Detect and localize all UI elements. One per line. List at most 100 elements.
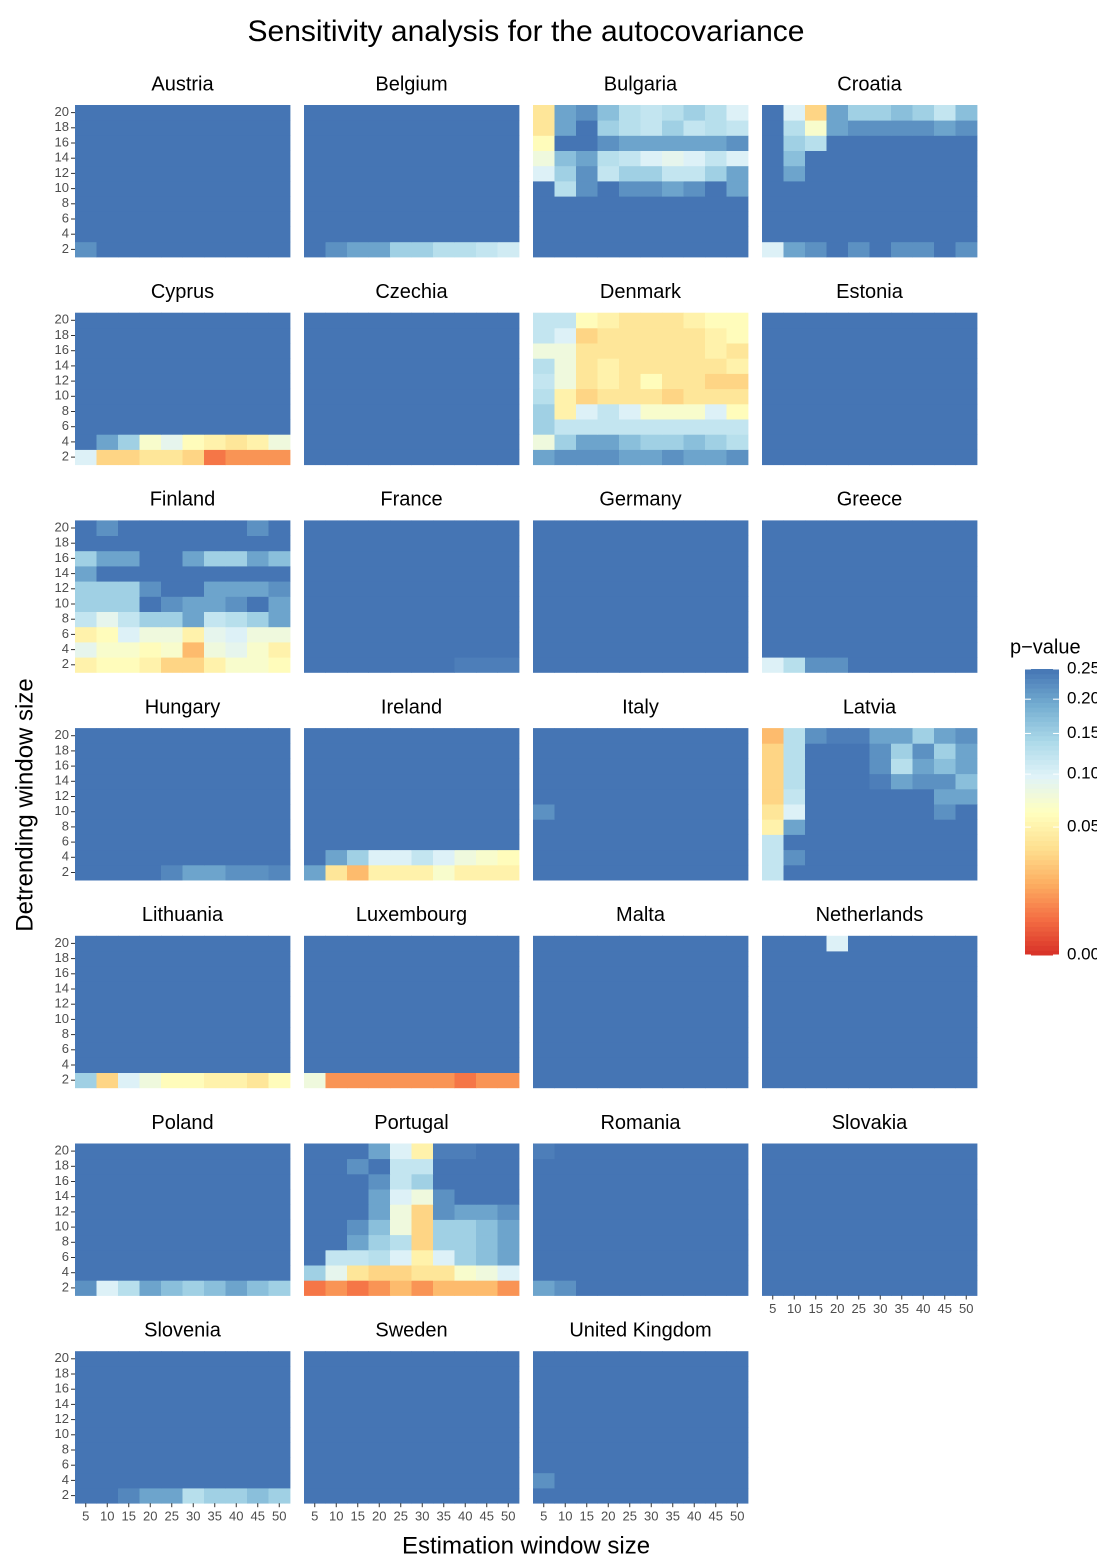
heat-cell: [533, 611, 555, 628]
heat-cell: [533, 996, 555, 1013]
heat-cell: [805, 358, 827, 374]
heat-cell: [347, 566, 369, 582]
colorbar-segment: [1025, 893, 1059, 899]
heat-cell: [934, 642, 956, 658]
heat-cell: [225, 1027, 248, 1043]
x-tick-label: 30: [415, 1509, 429, 1524]
heat-cell: [411, 388, 434, 405]
heat-cell: [411, 135, 434, 151]
heat-cell: [161, 241, 183, 258]
heat-cell: [433, 626, 455, 643]
heat-cell: [762, 743, 784, 759]
heat-cell: [368, 981, 391, 997]
heat-cell: [139, 626, 162, 643]
heat-cell: [619, 1396, 641, 1413]
heat-cell: [118, 1027, 140, 1043]
heat-cell: [304, 1412, 326, 1428]
heat-cell: [955, 343, 978, 359]
facet-label: Belgium: [375, 73, 447, 95]
heat-cell: [891, 1280, 913, 1296]
heat-cell: [891, 849, 913, 866]
heat-cell: [597, 1280, 620, 1296]
heat-cell: [118, 211, 140, 227]
heat-cell: [247, 981, 269, 997]
heat-cell: [139, 1042, 162, 1058]
heat-cell: [662, 1057, 684, 1073]
heat-cell: [805, 743, 827, 759]
heat-cell: [476, 626, 498, 643]
heat-cell: [576, 566, 598, 582]
heat-cell: [912, 773, 935, 790]
heat-cell: [497, 1189, 520, 1205]
heat-cell: [304, 834, 326, 851]
heat-cell: [869, 951, 892, 967]
heat-cell: [368, 1219, 391, 1236]
heat-cell: [304, 1189, 326, 1205]
heat-cell: [762, 834, 784, 851]
heat-cell: [204, 819, 226, 835]
heat-cell: [619, 1072, 641, 1089]
heat-cell: [433, 373, 455, 390]
heat-cell: [182, 343, 205, 359]
heat-cell: [161, 728, 183, 744]
heat-cell: [955, 419, 978, 435]
heat-cell: [304, 373, 326, 390]
heat-cell: [640, 966, 663, 982]
heat-cell: [161, 1057, 183, 1073]
heat-cell: [390, 1366, 412, 1382]
heat-cell: [869, 434, 892, 450]
heat-cell: [390, 1027, 412, 1043]
heat-cell: [934, 343, 956, 359]
heat-cell: [118, 611, 140, 628]
heat-cell: [268, 226, 291, 243]
heat-cell: [368, 226, 391, 243]
heat-cell: [848, 150, 870, 167]
heat-cell: [955, 241, 978, 258]
heat-cell: [955, 449, 978, 466]
heat-cell: [161, 1457, 183, 1474]
heat-cell: [247, 1027, 269, 1043]
heat-cell: [762, 388, 784, 405]
x-tick-label: 35: [208, 1509, 222, 1524]
heat-cell: [96, 211, 119, 227]
heat-cell: [662, 864, 684, 881]
heat-cell: [139, 1427, 162, 1443]
heat-cell: [454, 864, 477, 881]
heat-cell: [848, 1204, 870, 1220]
heat-cell: [934, 596, 956, 612]
heat-cell: [533, 951, 555, 967]
heat-cell: [683, 773, 706, 790]
heat-cell: [182, 1265, 205, 1281]
heat-cell: [662, 1042, 684, 1058]
heat-cell: [390, 1442, 412, 1458]
heat-cell: [454, 581, 477, 597]
heat-cell: [683, 981, 706, 997]
heat-cell: [139, 1173, 162, 1190]
heat-cell: [826, 1234, 849, 1251]
heat-cell: [454, 743, 477, 759]
heat-cell: [955, 611, 978, 628]
heat-cell: [497, 566, 520, 582]
heat-cell: [268, 358, 291, 374]
heat-cell: [662, 1442, 684, 1458]
heat-cell: [640, 373, 663, 390]
heat-cell: [848, 388, 870, 405]
heat-cell: [762, 1219, 784, 1236]
heat-cell: [368, 951, 391, 967]
heat-cell: [118, 1280, 140, 1296]
colorbar-segment: [1025, 673, 1059, 680]
heat-cell: [533, 449, 555, 466]
heat-cell: [268, 1427, 291, 1443]
heat-cell: [805, 788, 827, 805]
heat-cell: [347, 1042, 369, 1058]
heat-cell: [454, 758, 477, 775]
heat-cell: [476, 1011, 498, 1028]
heat-cell: [454, 1265, 477, 1281]
heat-cell: [640, 1427, 663, 1443]
heat-cell: [783, 120, 806, 136]
heat-cell: [204, 773, 226, 790]
heat-cell: [304, 1072, 326, 1089]
heat-cell: [705, 1173, 727, 1190]
heat-cell: [619, 966, 641, 982]
heat-cell: [848, 849, 870, 866]
